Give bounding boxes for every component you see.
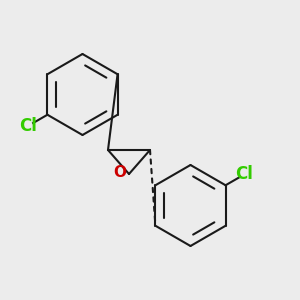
Text: O: O (113, 165, 126, 180)
Text: Cl: Cl (20, 117, 38, 135)
Text: Cl: Cl (236, 165, 253, 183)
